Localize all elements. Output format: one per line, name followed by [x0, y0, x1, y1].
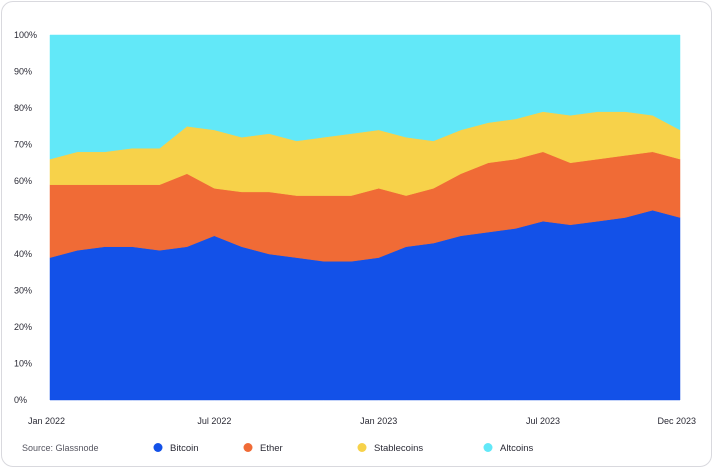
y-tick-label: 0%: [14, 395, 27, 405]
y-tick-label: 80%: [14, 103, 32, 113]
y-tick-label: 30%: [14, 286, 32, 296]
legend-swatch-stablecoins: [357, 443, 367, 452]
legend-label-altcoins: Altcoins: [500, 443, 534, 454]
area-altcoins: [49, 34, 681, 160]
y-axis: 0% 10% 20% 30% 40% 50% 60% 70% 80% 90% 100%: [14, 30, 37, 405]
x-tick-label: Jan 2022: [28, 416, 65, 426]
y-tick-label: 20%: [14, 322, 32, 332]
legend-swatch-bitcoin: [153, 443, 163, 452]
x-tick-label: Jul 2022: [197, 416, 231, 426]
y-tick-label: 60%: [14, 176, 32, 186]
legend-label-bitcoin: Bitcoin: [170, 443, 199, 454]
legend-label-stablecoins: Stablecoins: [374, 443, 423, 454]
source-note: Source: Glassnode: [22, 443, 99, 453]
x-tick-label: Jul 2023: [526, 416, 560, 426]
y-tick-label: 40%: [14, 249, 32, 259]
y-tick-label: 50%: [14, 213, 32, 223]
x-tick-label: Jan 2023: [360, 416, 397, 426]
y-tick-label: 100%: [14, 30, 37, 40]
legend-swatch-ether: [243, 443, 253, 452]
y-tick-label: 90%: [14, 67, 32, 77]
x-tick-label: Dec 2023: [657, 416, 696, 426]
legend-label-ether: Ether: [260, 443, 283, 454]
x-axis: Jan 2022 Jul 2022 Jan 2023 Jul 2023 Dec 2023: [28, 416, 696, 426]
legend-swatch-altcoins: [483, 443, 493, 452]
y-tick-label: 10%: [14, 359, 32, 369]
legend: Bitcoin Ether Stablecoins Altcoins: [153, 443, 534, 454]
area-layers: [49, 34, 681, 401]
y-tick-label: 70%: [14, 140, 32, 150]
